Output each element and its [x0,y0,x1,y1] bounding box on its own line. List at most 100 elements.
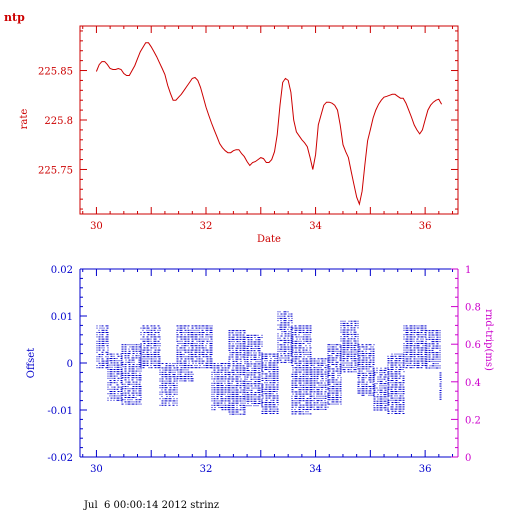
offset-point [327,368,329,370]
offset-point [188,354,190,355]
offset-point [379,400,381,402]
offset-point [340,366,342,368]
offset-point [331,397,333,398]
offset-point [316,386,318,388]
offset-point [184,336,186,338]
offset-point [373,387,375,389]
offset-point [299,354,301,355]
offset-point [216,378,218,380]
offset-point [239,363,241,365]
offset-point [174,402,176,404]
offset-point [305,400,307,402]
offset-point [138,350,140,352]
offset-point [247,337,249,338]
offset-point [354,320,356,322]
offset-point [153,358,155,360]
offset-point [237,369,239,371]
offset-point [154,336,156,338]
offset-point [300,356,302,358]
offset-point [340,357,342,359]
offset-point [159,363,161,364]
offset-point [273,384,275,386]
offset-point [151,327,153,329]
offset-point [291,362,293,364]
offset-point [120,386,122,388]
offset-point [251,370,253,371]
offset-point [233,369,235,371]
offset-point [147,327,149,329]
offset-point [165,378,167,380]
offset-point [274,397,276,399]
offset-point [283,317,285,319]
offset-point [250,350,252,352]
offset-point [291,337,293,339]
offset-point [369,359,371,361]
offset-point [169,404,171,406]
offset-point [310,384,312,386]
offset-point [243,374,245,376]
offset-point [242,356,244,358]
offset-point [335,386,337,387]
offset-point [121,355,123,357]
offset-point [266,386,268,388]
offset-point [221,382,223,384]
offset-point [216,385,218,386]
offset-point [302,409,304,410]
offset-point [300,406,302,408]
offset-point [307,413,309,415]
offset-point [314,375,316,377]
offset-point [159,393,161,395]
offset-point [211,334,213,336]
offset-point [99,347,101,349]
offset-point [209,327,211,329]
offset-point [337,377,339,379]
offset-point [268,395,270,397]
offset-point [284,326,286,328]
offset-point [127,357,129,359]
offset-point [213,391,215,393]
offset-point [322,386,324,388]
offset-point [107,393,109,395]
offset-point [185,345,187,347]
offset-point [288,361,290,363]
offset-point [253,372,255,374]
offset-point [314,380,316,382]
offset-point [357,366,359,368]
offset-point [165,385,167,386]
offset-point [305,376,307,377]
offset-point [251,378,253,380]
offset-point [277,395,279,397]
offset-point [381,391,383,393]
offset-point [148,327,150,329]
offset-point [128,403,130,405]
offset-point [242,385,244,387]
offset-point [261,356,263,358]
offset-point [317,402,319,404]
offset-point [370,381,372,383]
offset-point [122,361,124,363]
offset-point [350,338,352,340]
offset-point [242,407,244,409]
offset-point [320,397,322,399]
offset-point [295,334,297,336]
offset-point [306,387,308,388]
offset-point [362,381,364,383]
offset-point [180,371,182,373]
offset-point [214,371,216,373]
offset-point [233,396,235,398]
offset-point [159,378,161,380]
offset-point [274,364,276,366]
offset-point [261,337,263,338]
offset-point [302,395,304,397]
offset-point [181,354,183,355]
offset-point [316,400,318,402]
offset-point [291,336,293,338]
offset-point [228,380,230,382]
offset-point [153,362,155,364]
offset-point [184,365,186,366]
offset-point [265,384,267,386]
offset-point [135,399,137,401]
offset-point [321,391,323,393]
offset-point [232,358,234,360]
offset-point [254,374,256,376]
